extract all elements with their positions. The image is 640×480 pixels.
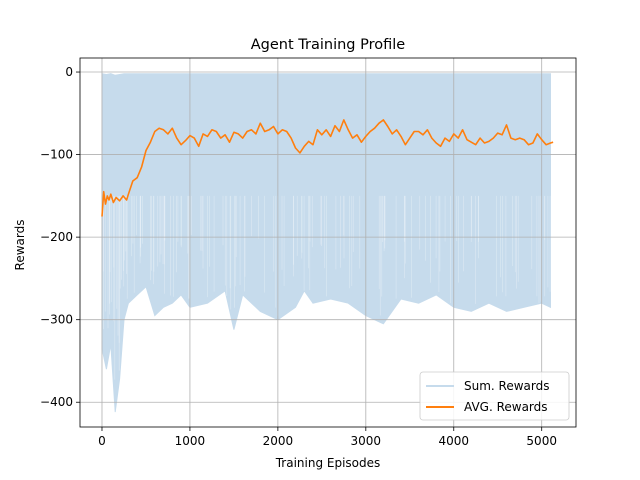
x-axis-label: Training Episodes bbox=[275, 456, 381, 470]
sum-rewards-series bbox=[101, 73, 551, 413]
y-axis-label: Rewards bbox=[13, 220, 27, 271]
x-tick-label: 0 bbox=[98, 434, 106, 448]
legend-label-sum: Sum. Rewards bbox=[464, 379, 549, 393]
x-tick-label: 1000 bbox=[175, 434, 206, 448]
plot-area: 0 1000 2000 3000 4000 5000 0 −100 −200 −300 −400 bbox=[40, 57, 577, 448]
x-tick-label: 5000 bbox=[526, 434, 557, 448]
y-tick-label: −100 bbox=[40, 148, 73, 162]
x-tick-label: 4000 bbox=[438, 434, 469, 448]
legend: Sum. Rewards AVG. Rewards bbox=[419, 371, 570, 421]
legend-label-avg: AVG. Rewards bbox=[464, 400, 548, 414]
y-tick-label: −400 bbox=[40, 395, 73, 409]
chart-title: Agent Training Profile bbox=[251, 37, 406, 53]
x-tick-label: 2000 bbox=[263, 434, 294, 448]
y-tick-label: −200 bbox=[40, 230, 73, 244]
x-tick-label: 3000 bbox=[351, 434, 382, 448]
y-tick-label: −300 bbox=[40, 313, 73, 327]
avg-rewards-series bbox=[101, 119, 554, 217]
y-tick-label: 0 bbox=[65, 65, 73, 79]
legend-box bbox=[419, 371, 570, 421]
axes-frame bbox=[79, 57, 577, 428]
